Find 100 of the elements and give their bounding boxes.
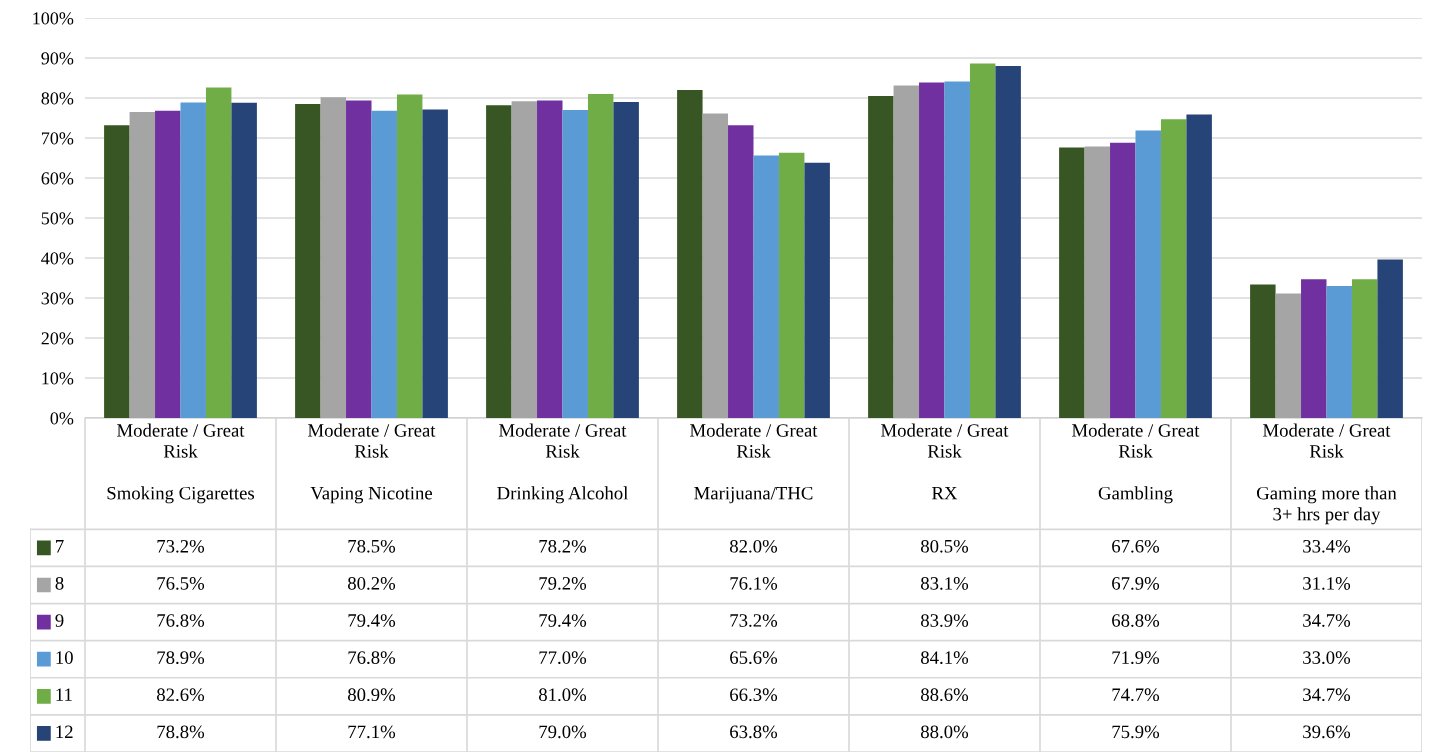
bar <box>995 66 1021 418</box>
data-label: 82.0% <box>730 539 778 553</box>
data-label: 76.8% <box>157 614 205 627</box>
bar <box>396 94 423 418</box>
bar <box>205 87 232 418</box>
data-label: 79.0% <box>539 725 587 739</box>
bar <box>486 105 512 418</box>
bar <box>104 125 130 418</box>
y-tick-label: 40% <box>41 252 74 265</box>
bar <box>613 102 639 418</box>
data-label: 88.6% <box>921 688 969 702</box>
data-label: 67.9% <box>1112 577 1160 590</box>
data-label: 73.2% <box>730 614 778 627</box>
data-label: 80.9% <box>348 688 396 702</box>
data-label: 80.5% <box>921 539 969 553</box>
y-tick-label: 100% <box>33 12 74 25</box>
data-label: 88.0% <box>921 725 969 739</box>
category-label: Moderate / Great Risk Marijuana/THC <box>690 423 818 504</box>
bar <box>129 112 156 418</box>
data-label: 76.8% <box>348 651 396 664</box>
data-label: 76.1% <box>730 577 778 590</box>
data-label: 83.1% <box>921 577 969 590</box>
data-label: 78.2% <box>539 539 587 553</box>
bar <box>587 94 614 418</box>
bar <box>1160 119 1187 418</box>
y-tick-label: 50% <box>41 212 74 225</box>
bar <box>1250 284 1276 418</box>
y-tick-label: 10% <box>42 372 74 385</box>
bar <box>320 97 347 418</box>
bar <box>969 63 996 418</box>
data-label: 73.2% <box>157 539 205 553</box>
y-tick-label: 70% <box>41 132 74 145</box>
y-tick-label: 80% <box>41 92 74 105</box>
bar <box>677 90 703 418</box>
data-label: 83.9% <box>921 614 969 627</box>
bar <box>1351 279 1378 418</box>
bar <box>1084 146 1111 418</box>
data-label: 33.4% <box>1303 539 1351 553</box>
data-label: 39.6% <box>1303 725 1351 739</box>
legend-label: 8 <box>55 577 64 590</box>
bar <box>919 82 945 418</box>
legend-label: 9 <box>55 614 64 627</box>
data-label: 34.7% <box>1303 614 1351 627</box>
data-label: 67.6% <box>1112 539 1160 553</box>
category-label: Moderate / Great Risk Gaming more than 3+ hrs per day <box>1256 423 1397 525</box>
data-label: 71.9% <box>1112 651 1160 664</box>
bar <box>511 101 538 418</box>
data-label: 75.9% <box>1112 725 1160 739</box>
bar <box>537 100 563 418</box>
bar <box>778 152 805 418</box>
y-tick-label: 30% <box>41 292 74 305</box>
data-label: 68.8% <box>1112 614 1160 627</box>
data-label: 81.0% <box>539 688 587 702</box>
category-label: Moderate / Great Risk Smoking Cigarettes <box>107 423 255 504</box>
bar <box>728 125 754 418</box>
data-label: 80.2% <box>348 577 396 590</box>
bar <box>562 110 588 418</box>
category-label: Moderate / Great Risk Vaping Nicotine <box>308 423 436 504</box>
bar <box>180 102 206 418</box>
bar <box>1186 114 1212 418</box>
bar <box>868 96 894 418</box>
data-label: 77.1% <box>348 725 396 739</box>
bar <box>753 155 779 418</box>
data-label: 84.1% <box>921 651 969 664</box>
bar <box>346 100 372 418</box>
data-label: 78.9% <box>157 651 205 664</box>
category-label: Moderate / Great Risk Drinking Alcohol <box>497 423 629 504</box>
data-label: 76.5% <box>157 577 205 590</box>
legend-label: 12 <box>56 725 73 738</box>
bar <box>1135 130 1161 418</box>
data-label: 33.0% <box>1303 651 1351 664</box>
category-label: Moderate / Great Risk RX <box>881 423 1009 500</box>
data-label: 74.7% <box>1112 688 1160 702</box>
data-label: 31.1% <box>1303 577 1351 590</box>
bar <box>231 102 257 418</box>
data-label: 77.0% <box>539 651 587 664</box>
legend-label: 7 <box>56 540 64 553</box>
bar <box>1059 147 1085 418</box>
data-label: 79.4% <box>539 614 587 627</box>
bar <box>804 162 830 418</box>
data-label: 79.2% <box>539 577 587 590</box>
bar <box>893 85 920 418</box>
bar <box>1110 142 1136 418</box>
y-tick-label: 60% <box>41 172 74 185</box>
data-label: 34.7% <box>1303 688 1351 702</box>
y-tick-label: 20% <box>41 332 74 345</box>
data-label: 63.8% <box>730 725 778 739</box>
bar <box>1301 279 1327 418</box>
bar <box>295 104 321 418</box>
data-label: 79.4% <box>348 614 396 627</box>
legend-label: 11 <box>56 688 72 701</box>
bar <box>702 113 729 418</box>
data-label: 78.8% <box>157 725 205 739</box>
legend-label: 10 <box>56 651 73 664</box>
y-tick-label: 90% <box>41 52 74 65</box>
bar <box>155 110 181 418</box>
data-label: 82.6% <box>157 688 205 702</box>
bar <box>1326 286 1352 418</box>
bar <box>1275 293 1302 418</box>
data-label: 65.6% <box>730 651 778 664</box>
